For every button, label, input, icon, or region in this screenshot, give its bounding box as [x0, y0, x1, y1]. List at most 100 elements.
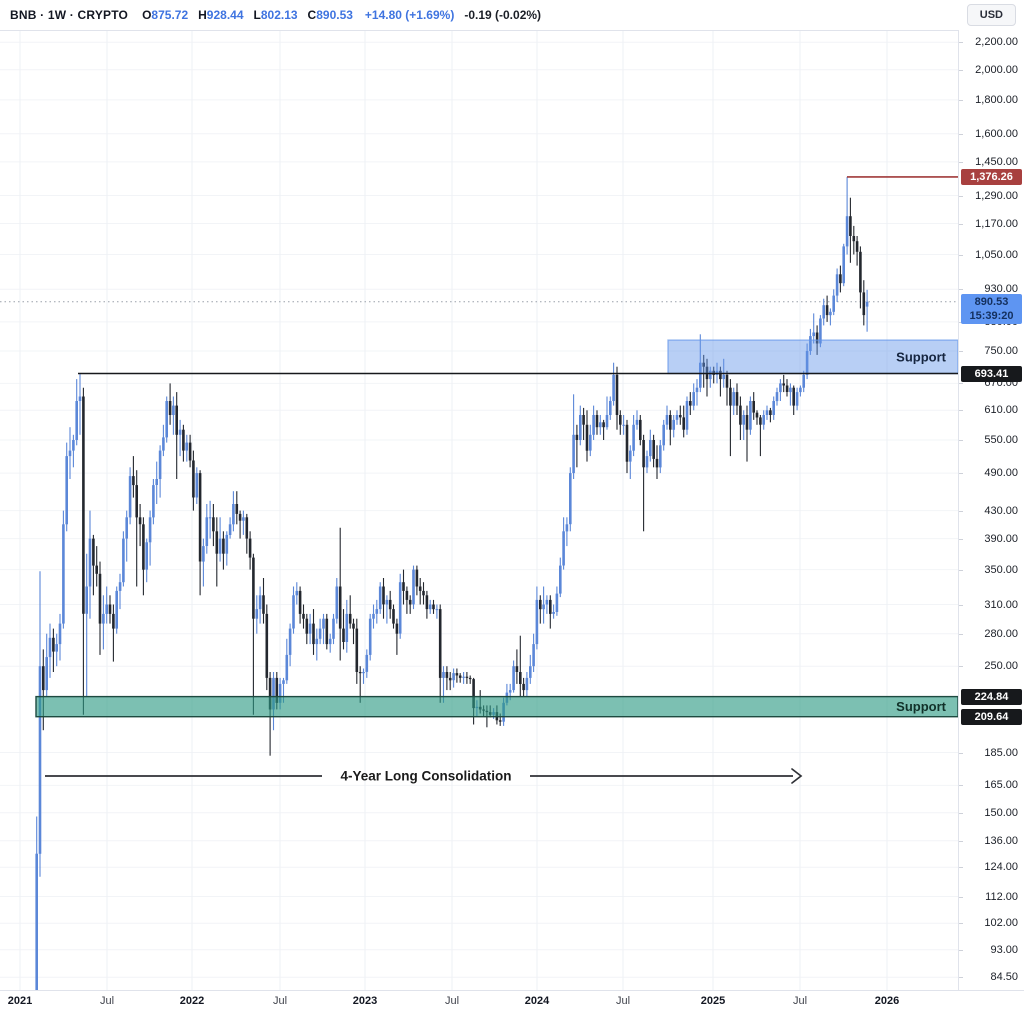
change-secondary: -0.19 (-0.02%) — [464, 8, 542, 22]
price-tickmark — [959, 383, 963, 385]
candle-body — [542, 604, 545, 610]
candle-body — [328, 638, 332, 645]
candle-body — [422, 590, 425, 596]
candle-body — [228, 524, 232, 535]
candle-body — [52, 637, 55, 652]
candle-body — [572, 434, 575, 474]
candle-body — [165, 401, 168, 438]
candle-body — [762, 415, 765, 425]
support-zone-upper[interactable] — [667, 339, 958, 375]
candle-body — [112, 613, 115, 629]
candle-body — [65, 456, 68, 525]
candle-body — [532, 644, 535, 667]
candle-body — [418, 586, 422, 591]
candle-body — [292, 595, 295, 629]
candle-body — [42, 666, 45, 691]
candle-body — [295, 590, 299, 596]
candle-body — [545, 599, 549, 605]
open-value: 875.72 — [151, 8, 189, 22]
candle-body — [729, 387, 732, 406]
candle-body — [138, 517, 142, 525]
support-zone-lower[interactable] — [35, 695, 958, 718]
candle-body — [665, 415, 669, 425]
candle-body — [732, 392, 735, 406]
bar-countdown: 15:39:20 — [969, 309, 1014, 322]
candle-body — [802, 374, 805, 388]
candle-body — [512, 666, 515, 691]
price-tick-label: 750.00 — [984, 345, 1018, 357]
candle-body — [589, 434, 592, 451]
candle-body — [462, 676, 465, 678]
candle-body — [689, 401, 692, 406]
price-tickmark — [959, 538, 963, 540]
time-axis[interactable]: 2021 Jul 2022 Jul 2023 Jul 2024 Jul 2025 Jul 2026 — [0, 990, 1024, 1014]
candle-body — [75, 401, 78, 440]
candle-body — [122, 538, 125, 583]
candle-body — [345, 613, 349, 642]
candle-body — [315, 638, 319, 645]
candle-body — [235, 504, 239, 514]
candle-body — [142, 524, 145, 570]
candle-body — [58, 623, 62, 645]
candle-body — [322, 618, 325, 629]
price-tickmark — [959, 289, 963, 291]
price-tick-label: 93.00 — [990, 943, 1018, 956]
candle-body — [465, 676, 469, 678]
candle-body — [378, 586, 382, 610]
candle-body — [168, 401, 172, 415]
price-tickmark — [959, 812, 963, 814]
candle-body — [625, 424, 629, 462]
candle-body — [152, 485, 155, 518]
high-label: H — [198, 8, 207, 22]
time-tick-2023: 2023 — [352, 995, 378, 1007]
candle-body — [825, 305, 829, 316]
candle-body — [85, 586, 88, 614]
candle-body — [605, 415, 609, 428]
price-tick-label: 310.00 — [984, 598, 1018, 611]
candle-body — [639, 419, 642, 440]
candle-body — [205, 517, 209, 546]
candle-body — [298, 590, 302, 614]
price-tick-label: 150.00 — [984, 806, 1018, 819]
price-tickmark — [959, 604, 963, 606]
price-chart-canvas[interactable]: Support Support 4-Year Long Consolidation — [0, 0, 958, 1013]
price-tick-label: 124.00 — [984, 861, 1018, 874]
symbol-title[interactable]: BNB · 1W · CRYPTO — [10, 8, 129, 22]
price-tickmark — [959, 254, 963, 256]
price-tickmark — [959, 666, 963, 668]
candle-body — [599, 422, 602, 428]
price-tick-label: 550.00 — [984, 434, 1018, 446]
alert-price-badge: 1,376.26 — [961, 168, 1022, 185]
price-tick-label: 84.50 — [990, 971, 1018, 984]
candle-body — [375, 609, 379, 614]
candle-body — [285, 654, 289, 681]
candle-body — [215, 531, 219, 554]
candle-body — [575, 434, 579, 440]
candle-body — [302, 613, 305, 619]
price-tickmark — [959, 195, 963, 197]
candle-body — [428, 604, 432, 610]
candle-body — [135, 485, 138, 518]
level-badge-209: 209.64 — [961, 708, 1022, 725]
candle-body — [632, 424, 635, 451]
candle-body — [82, 396, 85, 614]
candle-body — [662, 424, 665, 446]
candle-body — [842, 246, 845, 284]
candle-body — [368, 618, 372, 655]
candle-body — [785, 385, 789, 392]
price-tick-label: 136.00 — [984, 834, 1018, 847]
price-tickmark — [959, 133, 963, 135]
currency-toggle-button[interactable]: USD — [966, 4, 1016, 26]
candle-body — [115, 590, 118, 629]
candle-body — [352, 623, 355, 629]
consolidation-note-text[interactable]: 4-Year Long Consolidation — [340, 769, 511, 784]
price-tickmark — [959, 977, 963, 979]
price-axis[interactable]: 2,200.00 2,000.00 1,800.00 1,600.00 1,450.00… — [958, 30, 1024, 990]
candle-body — [78, 396, 82, 401]
candle-body — [745, 415, 749, 430]
candle-body — [308, 623, 312, 634]
open-label: O — [142, 8, 152, 22]
plot-area[interactable]: Support Support 4-Year Long Consolidation — [0, 31, 958, 1013]
candle-body — [448, 677, 452, 681]
candle-body — [268, 677, 272, 710]
